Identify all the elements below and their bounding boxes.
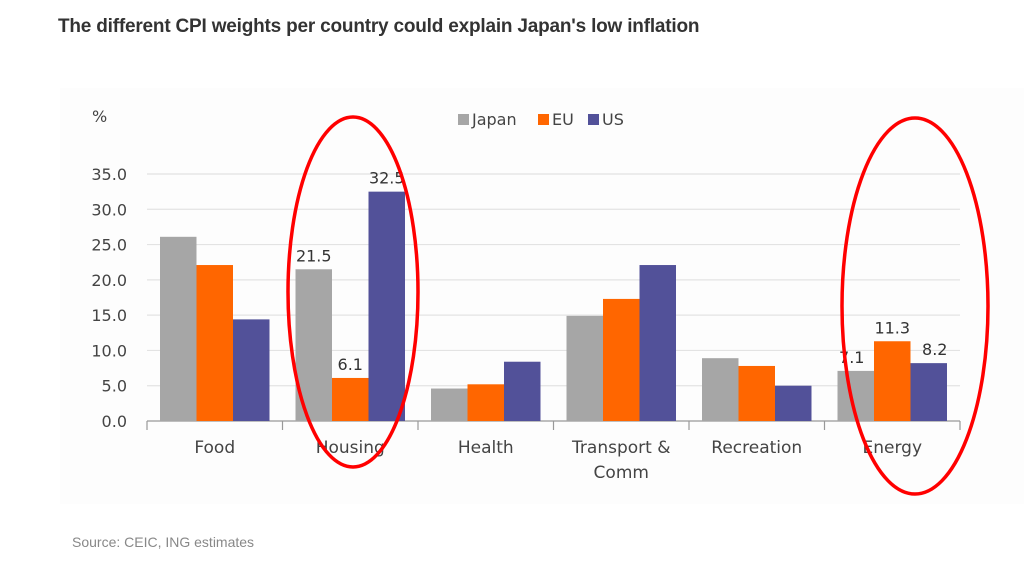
bar-japan-3: [566, 315, 603, 421]
bar-japan-4: [702, 358, 739, 421]
x-category-label: Housing: [316, 438, 385, 458]
x-category-label: Health: [458, 438, 514, 458]
bar-chart: 0.0 5.0 10.0 15.0 20.0 25.0 30.0 35.0% Food Housi…: [91, 107, 990, 496]
legend-swatch-japan: [458, 114, 469, 125]
highlight-ellipse-energy: [840, 116, 990, 496]
data-label: 21.5: [296, 246, 332, 265]
bar-eu-2: [467, 384, 504, 421]
data-label: 32.5: [369, 169, 405, 188]
y-tick-label: 25.0: [91, 236, 127, 255]
y-tick-label: 5.0: [102, 377, 127, 396]
bar-japan-2: [431, 388, 468, 421]
y-tick-label: 20.0: [91, 271, 127, 290]
legend-label-japan: Japan: [471, 110, 517, 129]
legend-label-eu: EU: [552, 110, 574, 129]
chart-title: The different CPI weights per country co…: [58, 16, 700, 37]
y-tick-label: 35.0: [91, 165, 127, 184]
chart-panel: 0.0 5.0 10.0 15.0 20.0 25.0 30.0 35.0% Food Housi…: [60, 88, 1024, 504]
x-category-label: Food: [194, 438, 235, 458]
bar-eu-5: [874, 341, 911, 421]
x-category-label: Transport &: [571, 438, 670, 458]
highlight-ellipse-housing: [286, 115, 420, 469]
y-tick-label: 0.0: [102, 412, 127, 431]
bar-eu-0: [196, 265, 233, 421]
bar-us-2: [504, 361, 541, 421]
bar-us-4: [775, 385, 812, 421]
bar-us-0: [233, 319, 270, 421]
data-label: 11.3: [874, 318, 910, 337]
legend-swatch-us: [588, 114, 599, 125]
y-tick-label: 10.0: [91, 341, 127, 360]
x-category-label: Recreation: [711, 438, 802, 458]
legend-swatch-eu: [538, 114, 549, 125]
legend-label-us: US: [602, 110, 624, 129]
bar-eu-1: [332, 377, 369, 421]
y-tick-label: 30.0: [91, 200, 127, 219]
bar-japan-0: [160, 236, 197, 421]
data-label: 8.2: [922, 340, 947, 359]
y-tick-label: 15.0: [91, 306, 127, 325]
bar-us-1: [368, 191, 405, 421]
x-category-label: Comm: [594, 463, 649, 483]
data-label: 6.1: [338, 355, 363, 374]
source-note: Source: CEIC, ING estimates: [72, 534, 255, 550]
bar-eu-4: [738, 365, 775, 421]
y-axis-unit-label: %: [92, 107, 107, 126]
bar-eu-3: [603, 298, 640, 421]
bar-us-5: [910, 363, 947, 421]
x-category-label: Energy: [862, 438, 922, 458]
bar-us-3: [639, 265, 676, 421]
